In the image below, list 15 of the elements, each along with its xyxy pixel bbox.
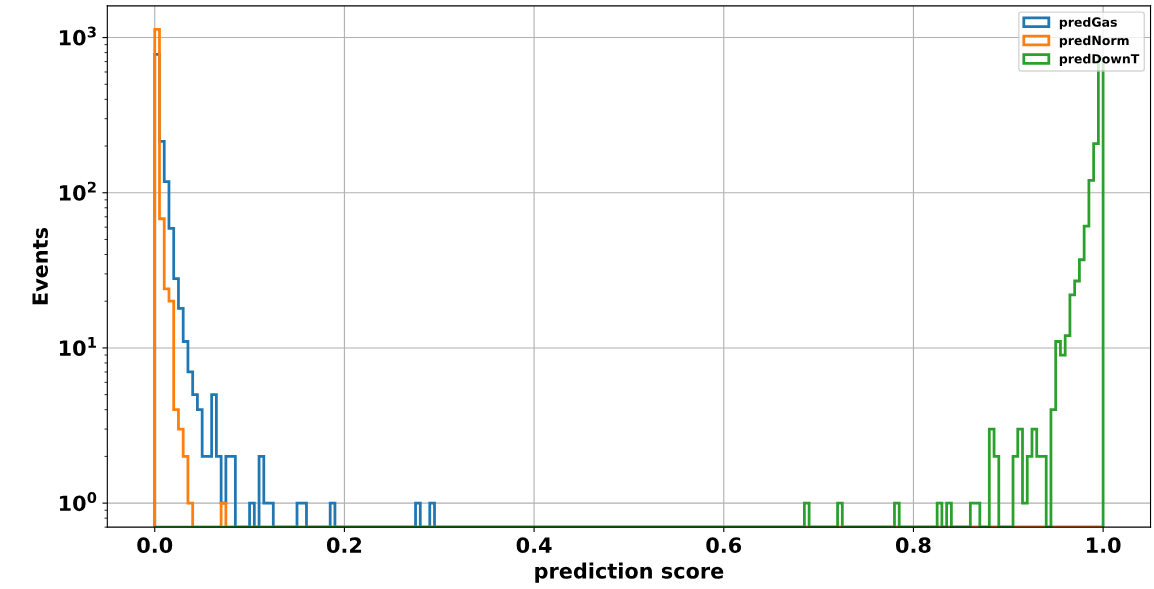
x-tick-label: 1.0 [1087,537,1121,553]
y-axis-title: Events [32,227,49,305]
y-tick-label: 10$^{1}$ [59,337,96,356]
y-tick-label: 10$^{0}$ [59,492,97,512]
y-tick-label: 10$^{2}$ [59,181,96,201]
x-tick-label: 0.0 [137,537,173,553]
legend-label: predGas [1059,17,1117,30]
legend-label: predDownT [1059,53,1140,66]
x-tick-label: 0.6 [706,537,742,553]
x-axis-title: prediction score [535,562,724,583]
y-tick-label: 10$^{3}$ [59,26,96,46]
x-tick-label: 0.4 [516,537,552,553]
x-tick-label: 0.2 [326,537,362,553]
x-tick-label: 0.8 [895,537,931,553]
legend-label: predNorm [1059,35,1129,48]
